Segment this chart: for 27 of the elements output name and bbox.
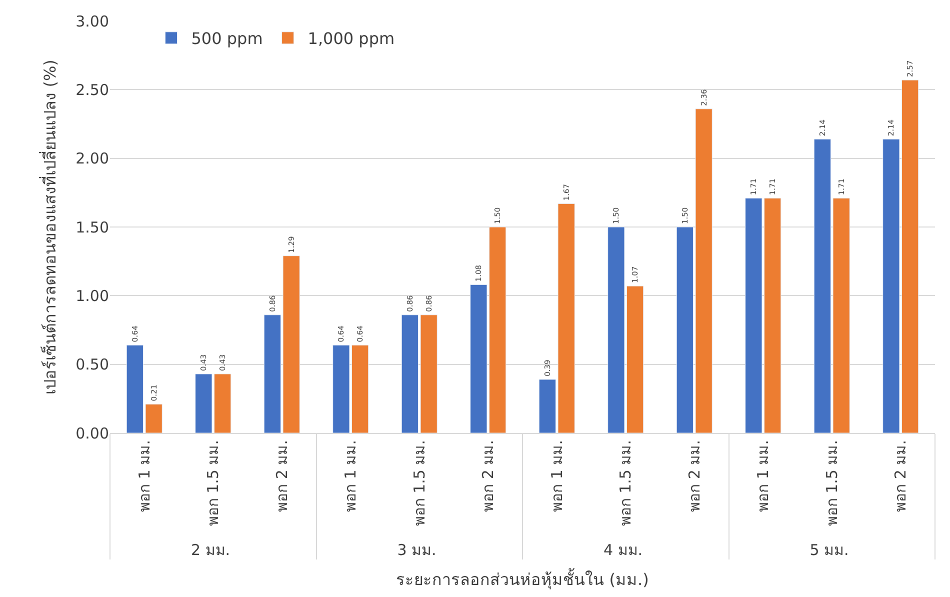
x-tick-label: พอก 1 มม. (754, 440, 772, 512)
x-tick-label: พอก 1 มม. (135, 440, 154, 512)
text: 4 มม. (603, 541, 643, 560)
x-tick-label: พอก 1.5 มม. (616, 440, 635, 526)
x-tick-label: พอก 1.5 มม. (822, 440, 841, 526)
y-tick-label: 1.00 (76, 286, 109, 305)
x-tick-label: พอก 1 มม. (342, 440, 360, 512)
y-tick-label: 2.50 (76, 80, 109, 99)
text: 5 มม. (810, 541, 849, 560)
x-tick-label: พอก 1.5 มม. (410, 440, 428, 526)
y-tick-label: 0.50 (76, 356, 109, 374)
x-tick-label: พอก 1 มม. (548, 440, 566, 512)
y-tick-label: 1.50 (76, 218, 109, 236)
legend-label: 1,000 ppm (308, 29, 395, 48)
text: 2 มม. (190, 541, 230, 560)
x-axis-title: ระยะการลอกส่วนห่อหุ้มชั้นใน (มม.) (396, 568, 649, 590)
x-tick-label: พอก 2 มม. (685, 440, 704, 512)
y-axis-title: เปอร์เซ็นต์การลดทอนของแสงที่เปลี่ยนแปลง (%) (38, 60, 60, 394)
x-tick-label: พอก 1.5 มม. (204, 440, 222, 526)
y-tick-label: 3.00 (76, 12, 109, 30)
x-tick-label: พอก 2 มม. (272, 440, 291, 512)
x-tick-label: พอก 2 มม. (479, 440, 498, 512)
y-tick-label: 2.00 (76, 150, 109, 168)
text: 3 มม. (397, 541, 436, 560)
x-tick-label: พอก 2 มม. (892, 440, 910, 512)
legend-label: 500 ppm (191, 29, 263, 48)
y-tick-label: 0.00 (76, 424, 109, 442)
